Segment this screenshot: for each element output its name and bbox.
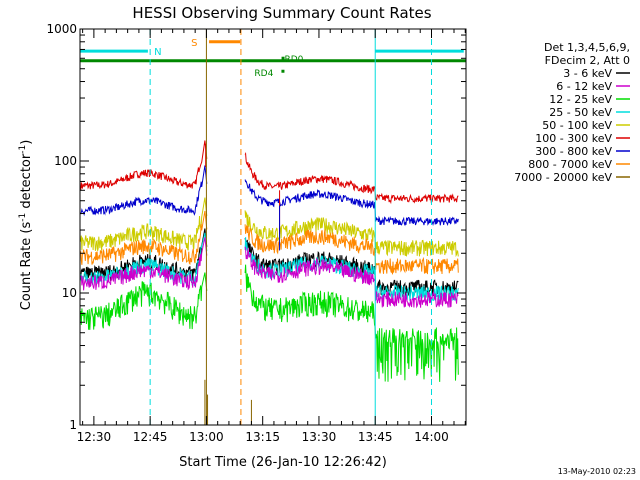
legend-header-line-2: FDecim 2, Att 0: [545, 54, 630, 67]
series-line-e3-post: [244, 264, 459, 382]
x-tick-label: 14:00: [414, 430, 449, 444]
series-line-e7-pre: [80, 165, 208, 217]
series-line-e5-post: [244, 210, 459, 258]
legend-label-e5: 50 - 100 keV: [542, 119, 612, 132]
y-axis-label-end: ): [19, 140, 34, 145]
x-tick-label: 13:30: [302, 430, 337, 444]
legend-label-e6: 100 - 300 keV: [535, 132, 612, 145]
series-line-e7-post: [244, 179, 459, 227]
series-line-e2-pre: [80, 237, 208, 291]
y-axis-label-main: Count Rate (s: [19, 222, 34, 311]
y-axis-label-sup1: -1: [18, 213, 28, 222]
legend-label-e3: 12 - 25 keV: [549, 93, 612, 106]
rd0-marker: [281, 56, 285, 60]
y-tick-label: 1000: [46, 22, 77, 36]
series-line-e5-pre: [80, 197, 208, 252]
legend-label-e2: 6 - 12 keV: [556, 80, 612, 93]
series-line-e4-post: [244, 237, 459, 302]
series-line-e6-pre: [80, 140, 208, 190]
rd4-marker: [281, 69, 285, 73]
series-line-e3-pre: [80, 272, 208, 330]
saa-bar-label: S: [191, 38, 197, 49]
footer-timestamp: 13-May-2010 02:23: [558, 467, 636, 476]
x-tick-label: 13:00: [189, 430, 224, 444]
annotations: N S RD0 RD4: [80, 29, 466, 425]
rd4-label: RD4: [254, 69, 273, 79]
series-line-e2-post: [244, 246, 459, 309]
plot-area: [80, 140, 459, 425]
y-axis-label-mid: detector: [19, 153, 34, 213]
y-tick-label: 100: [54, 154, 77, 168]
axes: 1 10 100 1000 12:30 12:45 13:00 13:15 13:30 13:45…: [46, 22, 467, 444]
y-axis-label: Count Rate (s-1 detector-1): [18, 140, 34, 311]
legend: Det 1,3,4,5,6,9, FDecim 2, Att 0 3 - 6 k…: [514, 41, 630, 184]
x-axis-label: Start Time (26-Jan-10 12:26:42): [179, 455, 387, 470]
y-tick-label: 1: [69, 418, 77, 432]
x-tick-label: 13:45: [358, 430, 393, 444]
x-tick-label: 13:15: [245, 430, 280, 444]
x-tick-label: 12:30: [77, 430, 112, 444]
legend-label-e1: 3 - 6 keV: [563, 67, 612, 80]
legend-label-e9: 7000 - 20000 keV: [514, 171, 612, 184]
y-tick-label: 10: [62, 286, 77, 300]
legend-header-line-1: Det 1,3,4,5,6,9,: [544, 41, 630, 54]
y-axis-label-sup2: -1: [18, 145, 28, 154]
series-line-e8-pre: [80, 210, 208, 266]
night-bar-label: N: [154, 47, 161, 58]
rd0-label: RD0: [284, 55, 303, 65]
legend-label-e8: 800 - 7000 keV: [528, 158, 612, 171]
x-tick-label: 12:45: [133, 430, 168, 444]
plot-frame: [79, 28, 467, 426]
chart-title: HESSI Observing Summary Count Rates: [132, 4, 431, 22]
legend-label-e4: 25 - 50 keV: [549, 106, 612, 119]
series-line-e6-post: [244, 152, 459, 205]
series-line-e8-post: [244, 224, 459, 275]
legend-label-e7: 300 - 800 keV: [535, 145, 612, 158]
